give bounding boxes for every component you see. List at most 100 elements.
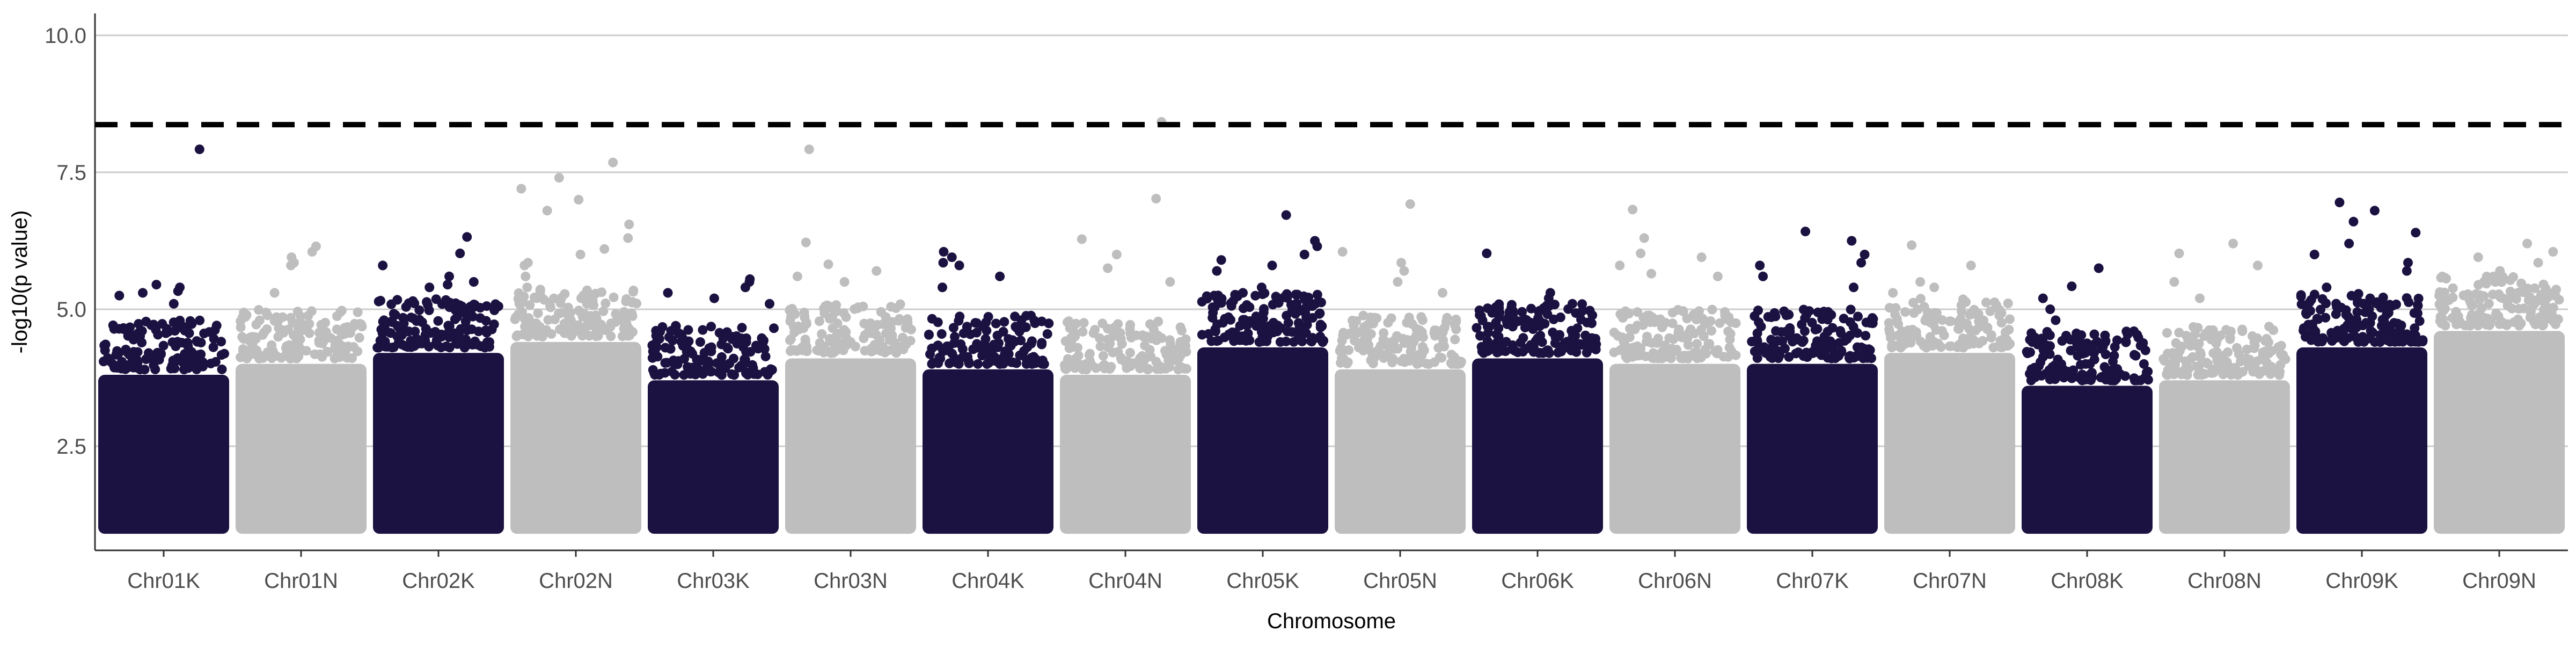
data-point <box>2274 370 2285 380</box>
data-point <box>1141 331 1152 341</box>
data-point <box>353 307 363 317</box>
data-point <box>1228 296 1238 306</box>
data-point <box>924 330 934 340</box>
data-point <box>1978 336 1988 346</box>
data-point <box>2101 349 2111 359</box>
data-point <box>148 354 158 364</box>
data-point <box>1609 347 1619 358</box>
peak-point <box>1111 250 1122 259</box>
data-point <box>2530 319 2541 330</box>
data-point <box>1475 331 1485 341</box>
data-point <box>2409 308 2419 318</box>
data-point <box>785 335 795 345</box>
x-tick-label: Chr07K <box>1776 569 1849 593</box>
dense-points-Chr06N <box>1609 364 1740 534</box>
data-point <box>2511 294 2521 304</box>
data-point <box>2485 316 2495 326</box>
data-point <box>1064 316 1074 326</box>
data-point <box>2162 369 2172 380</box>
data-point <box>2494 289 2504 299</box>
data-point <box>1953 324 1963 334</box>
data-point <box>2208 368 2219 377</box>
dense-points-Chr03K <box>648 380 779 534</box>
x-tick-label: Chr03K <box>677 569 750 593</box>
chromosome-Chr07N-points <box>1884 240 2015 534</box>
data-point <box>1342 330 1352 340</box>
data-point <box>332 311 342 321</box>
data-point <box>1344 345 1354 355</box>
peak-point <box>1399 266 1409 276</box>
peak-point <box>1801 227 1811 237</box>
peak-point <box>804 144 814 155</box>
peak-point <box>1567 299 1577 309</box>
data-point <box>2477 303 2487 313</box>
peak-point <box>1915 277 1926 287</box>
data-point <box>1964 324 1974 334</box>
data-point <box>1230 328 1240 338</box>
data-point <box>982 325 992 336</box>
data-point <box>451 338 461 348</box>
data-point <box>216 337 226 347</box>
data-point <box>1625 352 1635 362</box>
data-point <box>2004 314 2015 324</box>
data-point <box>2234 349 2244 359</box>
data-point <box>1771 326 1781 336</box>
peak-point <box>1758 271 1768 281</box>
data-point <box>2516 278 2526 288</box>
chromosome-Chr06N-points <box>1609 205 1741 534</box>
data-point <box>2444 295 2454 306</box>
data-point <box>1067 342 1078 352</box>
peak-point <box>169 299 179 309</box>
data-point <box>1115 328 1125 338</box>
data-point <box>113 348 123 359</box>
peak-point <box>2045 304 2055 314</box>
data-point <box>1750 311 1760 321</box>
data-point <box>1157 364 1167 374</box>
data-point <box>426 328 435 338</box>
data-point <box>1148 324 1159 335</box>
data-point <box>2508 272 2519 282</box>
data-point <box>2089 329 2099 339</box>
y-tick-label: 2.5 <box>56 435 86 459</box>
data-point <box>2264 322 2274 332</box>
data-point <box>695 337 705 347</box>
data-point <box>2026 375 2036 386</box>
data-point <box>127 355 137 366</box>
data-point <box>2321 299 2331 308</box>
data-point <box>1241 336 1251 346</box>
data-point <box>983 312 993 322</box>
peak-point <box>2195 293 2205 303</box>
data-point <box>1175 322 1185 332</box>
peak-point <box>1615 260 1625 271</box>
data-point <box>2360 307 2370 317</box>
peak-point <box>1267 260 1277 271</box>
data-point <box>2547 309 2557 319</box>
data-point <box>832 318 843 329</box>
peak-point <box>1238 288 1248 298</box>
data-point <box>1957 299 1967 309</box>
data-point <box>579 290 589 300</box>
data-point <box>482 337 492 347</box>
peak-point <box>1713 271 1723 281</box>
peak-point <box>1256 282 1267 293</box>
data-point <box>1249 318 1259 328</box>
peak-point <box>939 246 949 257</box>
data-point <box>1823 326 1833 337</box>
data-point <box>1807 317 1817 328</box>
data-point <box>2252 356 2262 366</box>
data-point <box>657 322 668 332</box>
dense-points-Chr02N <box>510 341 641 534</box>
dense-points-Chr06K <box>1472 358 1603 534</box>
data-point <box>752 369 763 380</box>
data-point <box>1884 303 1894 313</box>
peak-point <box>378 260 388 271</box>
data-point <box>698 325 708 335</box>
data-point <box>765 367 775 377</box>
data-point <box>627 327 638 337</box>
data-point <box>970 318 980 328</box>
data-point <box>716 339 727 350</box>
data-point <box>605 322 616 332</box>
data-point <box>2365 318 2375 328</box>
x-axis-title: Chromosome <box>1267 609 1396 633</box>
data-point <box>2370 337 2380 347</box>
